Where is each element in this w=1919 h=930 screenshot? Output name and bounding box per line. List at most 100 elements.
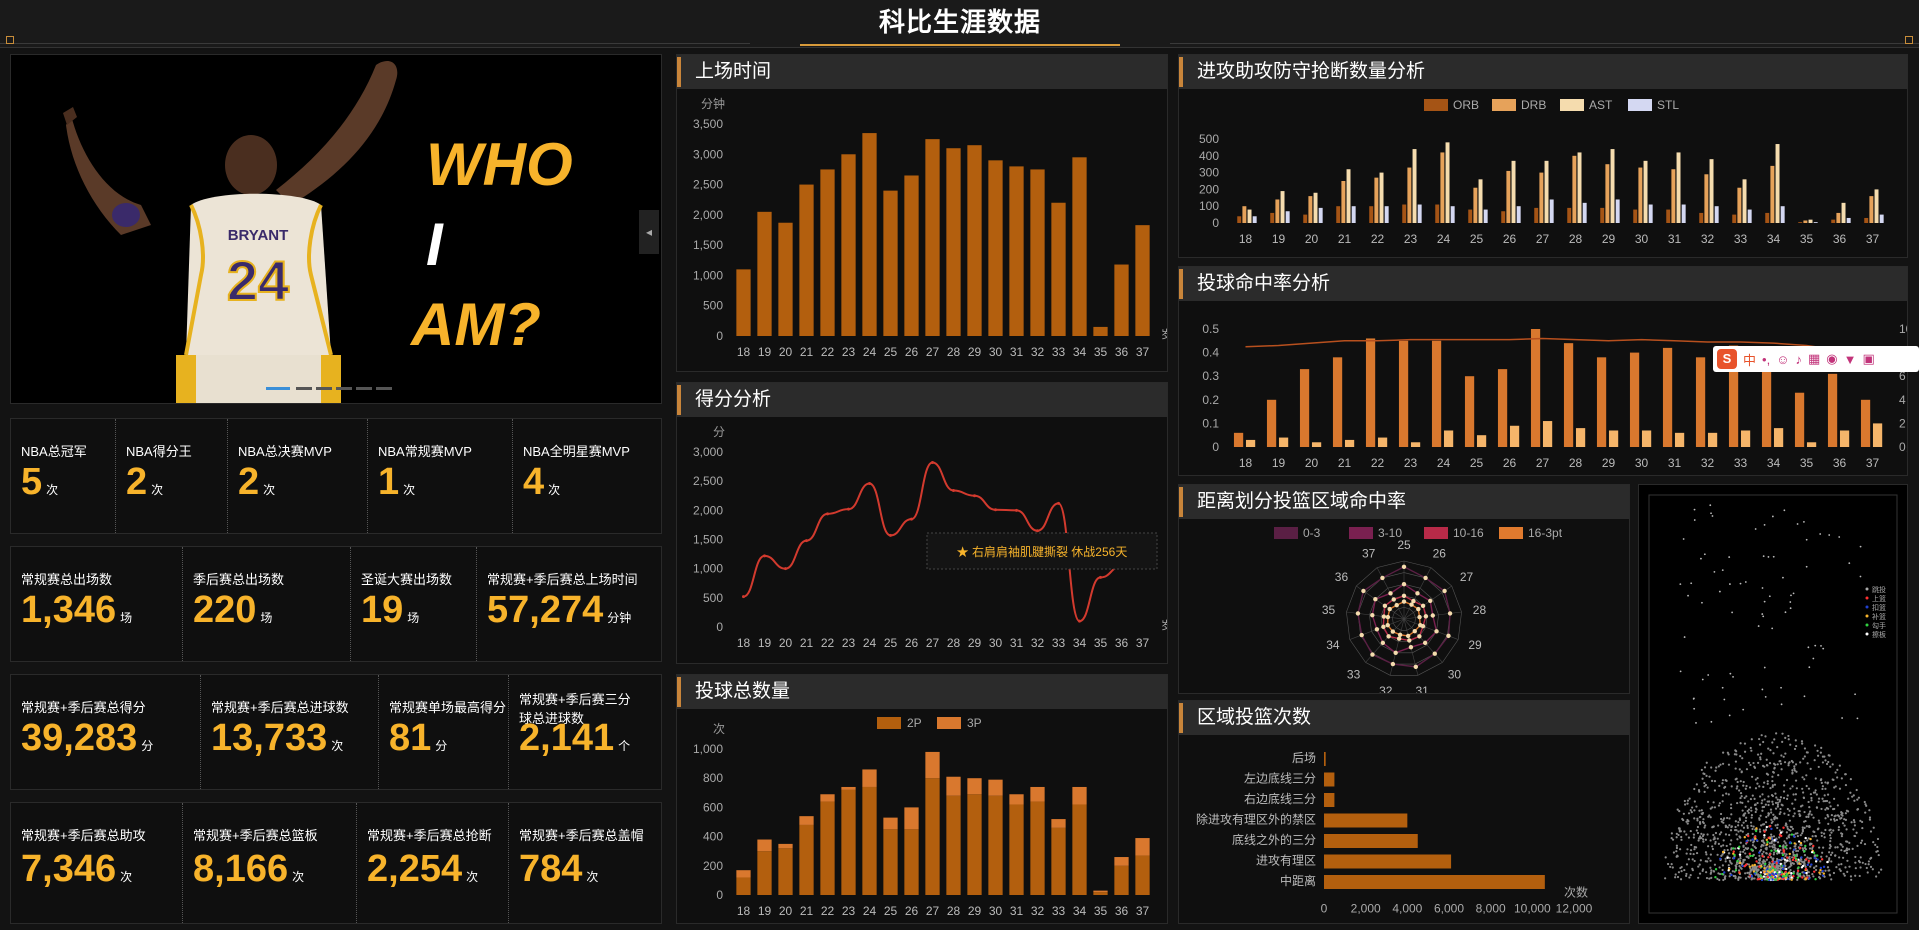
shot-dot <box>1789 874 1793 877</box>
radar-series <box>1357 566 1451 668</box>
shot-dot <box>1765 838 1768 842</box>
x-tick-label: 12,000 <box>1556 902 1593 916</box>
shot-dot <box>1872 841 1875 844</box>
ime-emoji-icon[interactable]: ☺ <box>1776 351 1790 367</box>
shot-dot <box>1790 876 1793 879</box>
shot-dot <box>1799 761 1802 764</box>
bar <box>1324 793 1335 807</box>
carousel-dot-active[interactable] <box>266 387 290 390</box>
hero-carousel[interactable]: BRYANT 24 WHO I AM? ◂ <box>10 54 662 404</box>
ime-punct-icon[interactable]: •, <box>1762 351 1771 367</box>
shot-dot <box>1685 872 1688 876</box>
shot-dot <box>1808 666 1811 669</box>
shot-dot <box>1787 738 1790 741</box>
shot-dot <box>1784 822 1788 825</box>
x-tick-label: 18 <box>737 345 751 359</box>
shot-dot <box>1791 850 1795 853</box>
bar <box>1275 199 1280 223</box>
shot-dot <box>1799 834 1802 837</box>
ime-logo-icon[interactable]: S <box>1717 349 1737 369</box>
shot-dot <box>1741 862 1744 866</box>
shot-dot <box>1762 785 1765 788</box>
shot-dot <box>1805 538 1808 541</box>
shot-dot <box>1867 863 1870 866</box>
ime-voice-icon[interactable]: ♪ <box>1795 351 1802 367</box>
shot-dot <box>1792 870 1795 873</box>
x-tick-label: 24 <box>1437 232 1451 246</box>
shot-dot <box>1813 830 1816 834</box>
shot-dot <box>1786 827 1789 830</box>
shot-dot <box>1764 862 1767 866</box>
shot-dot <box>1813 870 1816 873</box>
stat-value: 784 次 <box>519 848 598 891</box>
shot-dot <box>1829 839 1832 843</box>
shot-dot <box>1818 876 1821 879</box>
bar <box>1549 199 1554 223</box>
shot-dot <box>1842 872 1845 875</box>
carousel-dot[interactable] <box>336 387 352 390</box>
shot-dot <box>1806 874 1809 877</box>
shot-dot <box>1739 857 1742 860</box>
bar <box>1575 428 1586 447</box>
shot-dot <box>1786 859 1789 862</box>
stat-label: 常规赛+季后赛总篮板 <box>193 828 318 843</box>
bar <box>1374 177 1379 223</box>
shot-dot <box>1802 791 1805 794</box>
shot-dot <box>1724 860 1727 863</box>
bar-segment <box>841 789 856 895</box>
carousel-next-button[interactable]: ◂ <box>639 210 659 254</box>
shot-dot <box>1810 796 1813 800</box>
shot-dot <box>1725 844 1728 848</box>
radar-grid <box>1357 572 1451 665</box>
shot-dot <box>1752 841 1755 844</box>
legend-label: 勾手 <box>1872 621 1886 630</box>
shot-dot <box>1739 780 1742 783</box>
ime-toolbar[interactable]: S 中 •, ☺ ♪ ▦ ◉ ▼ ▣ <box>1713 346 1919 372</box>
ime-menu-icon[interactable]: ▣ <box>1862 351 1875 366</box>
bar <box>1794 392 1805 447</box>
shot-dot <box>1765 764 1769 767</box>
legend-swatch <box>1349 527 1373 539</box>
bar <box>1324 854 1452 869</box>
shot-dot <box>1722 878 1725 882</box>
shot-dot <box>1864 862 1867 866</box>
shot-dot <box>1793 747 1797 751</box>
x-tick-label: 29 <box>968 345 982 359</box>
ime-keyboard-icon[interactable]: ▦ <box>1807 351 1821 366</box>
bar <box>1747 209 1752 223</box>
x-tick-label: 23 <box>1404 456 1418 470</box>
shot-dot <box>1758 743 1762 746</box>
ime-skin-icon[interactable]: ▼ <box>1843 351 1857 367</box>
shot-dot <box>1764 803 1767 806</box>
shot-dot <box>1761 587 1764 589</box>
shot-dot <box>1718 872 1722 876</box>
shot-dot <box>1743 742 1747 745</box>
shot-dot <box>1680 835 1683 839</box>
ime-user-icon[interactable]: ◉ <box>1826 351 1838 366</box>
carousel-dot[interactable] <box>356 387 372 390</box>
shot-dot <box>1724 825 1728 828</box>
bar <box>1676 152 1681 223</box>
y-tick-label: 3,500 <box>693 117 723 131</box>
ime-lang-icon[interactable]: 中 <box>1743 352 1757 368</box>
shot-dot <box>1736 780 1739 784</box>
bar <box>1278 437 1289 447</box>
bar <box>820 169 835 336</box>
shot-dot <box>1769 837 1772 840</box>
shot-dot <box>1743 750 1747 753</box>
shot-dot <box>1698 863 1701 866</box>
shot-dot <box>1739 841 1742 844</box>
shot-dot <box>1771 627 1774 630</box>
shot-dot <box>1756 782 1759 785</box>
shot-dot <box>1710 869 1713 872</box>
carousel-dot[interactable] <box>296 387 312 390</box>
carousel-dot[interactable] <box>316 387 332 390</box>
radar-point <box>1411 598 1416 604</box>
carousel-dot[interactable] <box>376 387 392 390</box>
shot-dot <box>1735 865 1738 868</box>
shot-dot <box>1751 838 1754 841</box>
bar <box>1483 209 1488 223</box>
y-tick-label: 400 <box>703 830 723 844</box>
bar-segment <box>1051 819 1066 828</box>
data-point <box>994 508 997 512</box>
